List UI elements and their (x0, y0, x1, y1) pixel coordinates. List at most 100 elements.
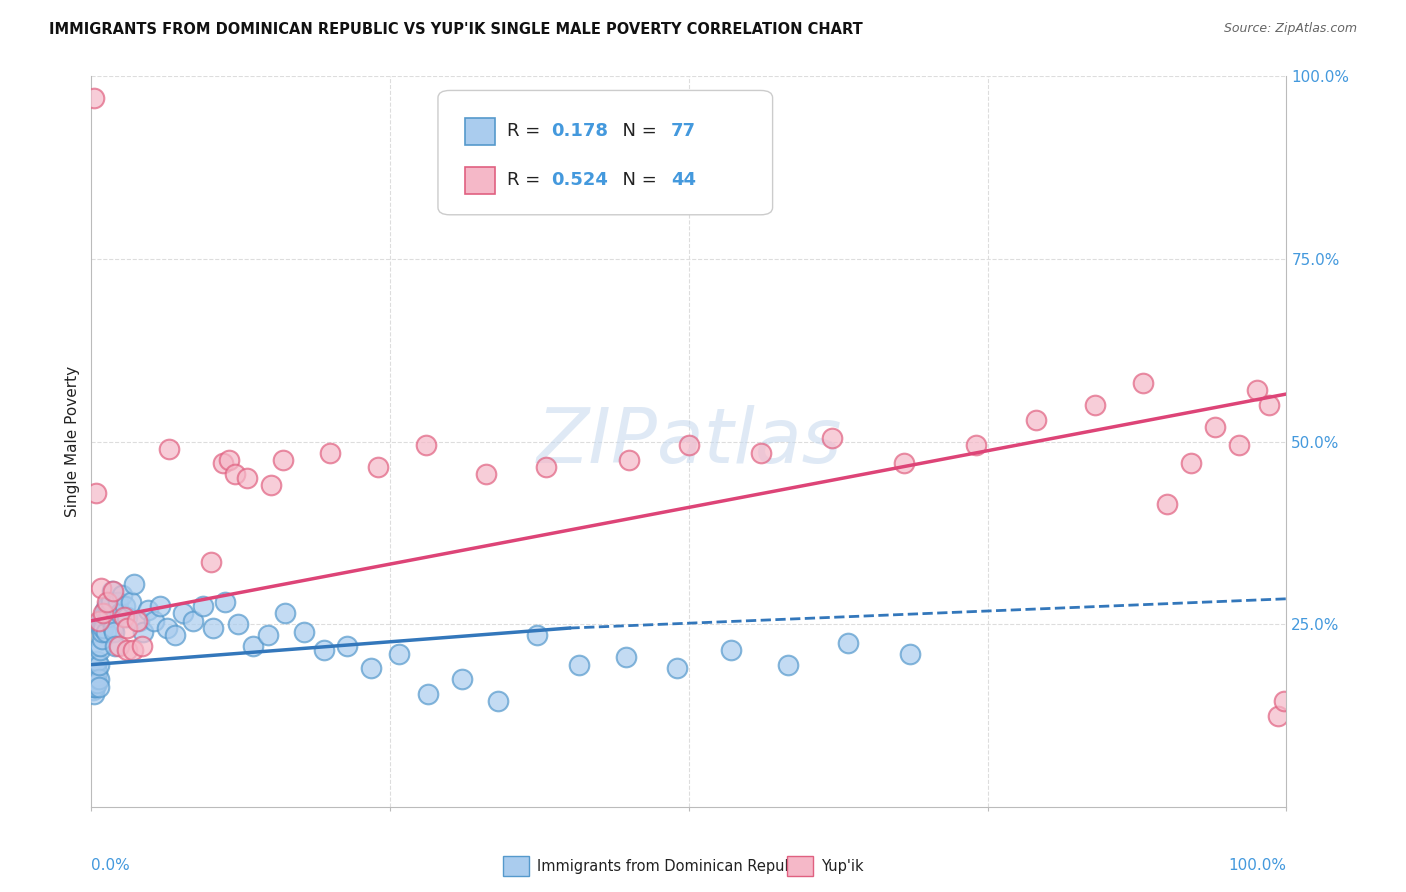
Point (292, 624, 315, 639)
Text: N =: N = (612, 122, 662, 140)
Point (720, 643, 742, 657)
Point (125, 614, 148, 628)
Point (84, 673, 107, 687)
Point (93, 607, 114, 621)
Point (90, 614, 112, 628)
Point (83, 676, 105, 690)
Point (136, 603, 159, 617)
Point (89, 643, 111, 657)
Point (87, 614, 110, 628)
Point (91, 632, 114, 646)
Point (93, 621, 114, 635)
Point (1267, 708, 1289, 723)
Point (259, 478, 281, 492)
Point (83, 680, 105, 694)
FancyBboxPatch shape (465, 118, 495, 145)
Point (111, 588, 134, 602)
Point (87, 657, 110, 672)
Point (84, 668, 107, 682)
Point (82, 673, 104, 687)
Point (82, 661, 104, 675)
Point (534, 460, 557, 475)
Point (84, 485, 107, 500)
Point (314, 643, 336, 657)
Text: Yup'ik: Yup'ik (821, 859, 863, 873)
Point (156, 621, 179, 635)
Point (224, 467, 246, 482)
Point (83, 665, 105, 679)
Point (120, 595, 142, 609)
Point (87, 680, 110, 694)
Text: Source: ZipAtlas.com: Source: ZipAtlas.com (1223, 22, 1357, 36)
Point (214, 595, 236, 609)
Point (114, 599, 136, 614)
Point (103, 624, 125, 639)
Text: ZIPatlas: ZIPatlas (536, 405, 842, 478)
Point (132, 624, 155, 639)
Point (96, 595, 118, 609)
Point (200, 555, 222, 569)
Text: 0.178: 0.178 (551, 122, 609, 140)
Text: N =: N = (612, 171, 662, 189)
Point (90, 621, 112, 635)
Point (415, 438, 437, 452)
Point (172, 607, 194, 621)
Text: R =: R = (508, 171, 547, 189)
Point (108, 607, 131, 621)
FancyBboxPatch shape (465, 167, 495, 194)
Point (101, 621, 124, 635)
Point (157, 442, 180, 456)
Point (274, 607, 297, 621)
Point (87, 673, 110, 687)
Point (86, 654, 108, 668)
Point (90, 581, 112, 595)
Point (104, 640, 127, 654)
Point (83, 687, 105, 701)
Point (82, 683, 104, 698)
Point (101, 584, 124, 599)
Point (319, 445, 342, 459)
Point (122, 643, 145, 657)
Point (614, 650, 637, 665)
Point (242, 640, 264, 654)
Point (1227, 438, 1250, 452)
Point (86, 665, 108, 679)
Point (1272, 694, 1295, 708)
Point (486, 694, 509, 708)
Text: 44: 44 (671, 171, 696, 189)
Point (965, 438, 987, 452)
Point (1024, 412, 1046, 426)
Point (678, 438, 700, 452)
Point (1246, 384, 1268, 398)
Point (100, 584, 122, 599)
Point (131, 640, 153, 654)
Point (202, 621, 225, 635)
Y-axis label: Single Male Poverty: Single Male Poverty (65, 366, 80, 517)
Point (97, 610, 120, 624)
Point (84, 680, 107, 694)
Point (526, 628, 548, 642)
Text: Immigrants from Dominican Republic: Immigrants from Dominican Republic (537, 859, 810, 873)
Point (96, 599, 118, 614)
Point (181, 614, 204, 628)
Point (191, 599, 214, 614)
Point (1084, 398, 1107, 412)
Point (778, 657, 800, 672)
Point (367, 460, 389, 475)
Point (898, 647, 921, 661)
Point (108, 640, 131, 654)
Text: 100.0%: 100.0% (1229, 858, 1286, 873)
Point (93, 603, 115, 617)
Point (84, 668, 107, 682)
Point (1132, 376, 1154, 390)
Point (115, 621, 138, 635)
Point (1180, 457, 1202, 471)
Point (98, 607, 121, 621)
Point (1204, 420, 1226, 434)
Point (450, 673, 472, 687)
Point (128, 614, 150, 628)
Text: R =: R = (508, 122, 547, 140)
Point (142, 614, 165, 628)
Point (148, 599, 170, 614)
Text: 77: 77 (671, 122, 696, 140)
